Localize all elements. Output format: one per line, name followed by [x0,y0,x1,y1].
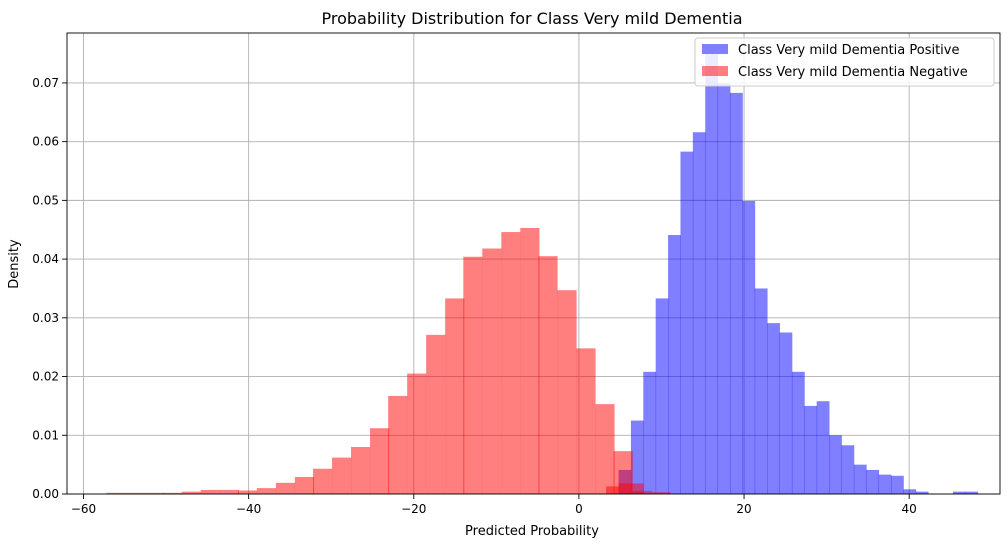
histogram-bar-negative [125,492,145,494]
histogram-bar-positive [791,371,805,494]
histogram-bar-negative [237,490,258,494]
histogram-bar-positive [841,445,855,494]
legend-box [694,37,995,87]
histogram-bar-positive [779,332,793,494]
histogram-bar-positive [680,151,694,494]
histogram-bar-negative [313,468,333,494]
legend-swatch-positive [702,44,728,54]
histogram-bar-negative [501,232,521,494]
histogram-bar-negative [651,492,671,494]
y-tick-label: 0.01 [32,428,59,442]
histogram-bar-positive [866,469,880,494]
legend-label-negative: Class Very mild Dementia Negative [738,65,968,80]
histogram-bar-positive [742,200,756,494]
x-tick-label: 20 [736,502,751,516]
y-tick-label: 0.06 [32,135,59,149]
histogram-bar-positive [903,489,917,494]
histogram-bar-negative [538,256,558,494]
x-axis-ticks: −60 −40 −20 0 20 40 [71,494,917,516]
histogram-bar-negative [219,489,239,494]
histogram-bars [106,54,979,495]
y-tick-label: 0.03 [32,311,59,325]
histogram-bar-positive [767,323,780,494]
histogram-bar-positive [853,464,867,494]
histogram-bar-positive [692,132,706,494]
y-axis-label: Density [7,239,22,289]
x-tick-label: −60 [71,502,96,516]
x-tick-label: 0 [575,502,583,516]
histogram-bar-negative [557,290,577,494]
histogram-bar-positive [891,475,904,494]
histogram-bar-positive [730,92,743,495]
histogram-bar-positive [952,491,966,494]
y-tick-label: 0.00 [32,487,59,501]
histogram-bar-negative [482,248,502,494]
y-axis-ticks: 0.00 0.01 0.02 0.03 0.04 0.05 0.06 0.07 [32,76,67,501]
y-tick-label: 0.04 [32,252,59,266]
histogram-bar-positive [717,83,731,494]
histogram-bar-positive [965,491,979,494]
histogram-bar-negative [294,476,315,494]
histogram-bar-negative [388,395,408,494]
legend-label-positive: Class Very mild Dementia Positive [738,43,960,58]
histogram-bar-positive [630,420,644,494]
histogram-bar-negative [426,334,446,494]
chart-title: Probability Distribution for Class Very … [321,9,742,28]
y-tick-label: 0.07 [32,76,59,90]
histogram-bar-negative [144,492,164,494]
histogram-bar-positive [754,288,768,494]
legend-swatch-negative [702,66,728,76]
histogram-bar-negative [106,492,126,494]
histogram-bar-positive [804,405,818,494]
histogram-bar-negative [445,298,465,494]
histogram-bar-negative [351,447,371,494]
histogram-bar-negative [595,404,615,494]
x-tick-label: −20 [401,502,426,516]
histogram-bar-negative [407,373,427,494]
histogram-bar-negative [630,483,644,494]
histogram-bar-negative [576,348,596,494]
histogram-bar-negative [613,451,633,494]
histogram-bar-negative [332,457,352,494]
y-tick-label: 0.05 [32,193,59,207]
histogram-bar-negative [256,488,277,494]
histogram-bar-negative [606,486,619,494]
x-tick-label: 40 [902,502,917,516]
histogram-bar-negative [181,491,201,494]
y-tick-label: 0.02 [32,370,59,384]
histogram-bar-positive [643,371,657,494]
histogram-bar-positive [915,491,929,494]
legend: Class Very mild Dementia Positive Class … [694,37,995,87]
histogram-bar-negative [618,483,632,494]
histogram-bar-positive [655,298,669,494]
histogram-bar-negative [275,482,296,494]
histogram-bar-positive [705,54,719,494]
histogram-bar-negative [520,227,540,494]
histogram-bar-negative [162,492,182,494]
histogram-bar-positive [829,435,842,494]
histogram-bar-positive [878,474,892,494]
x-axis-label: Predicted Probability [465,524,599,539]
histogram-bar-positive [816,401,830,494]
x-tick-label: −40 [236,502,261,516]
plot-frame [66,32,1001,495]
histogram-bar-positive [668,235,681,494]
histogram-bar-negative [370,428,390,494]
histogram-bar-negative [463,256,483,494]
histogram-bar-negative [200,489,220,494]
